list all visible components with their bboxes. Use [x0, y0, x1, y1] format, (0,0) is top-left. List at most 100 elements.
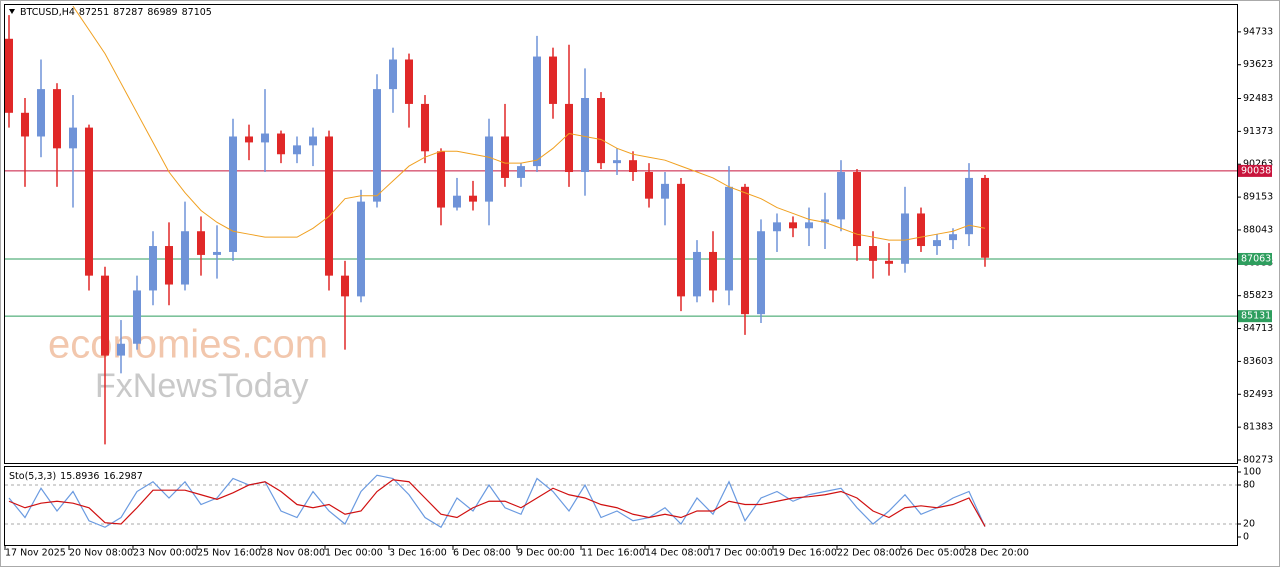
candle-body [469, 195, 477, 202]
y-tick-label: 20 [1243, 519, 1255, 530]
level-label-box [1238, 164, 1272, 177]
candle-body [773, 222, 781, 232]
candle-body [517, 166, 525, 178]
candle-body [5, 38, 13, 113]
y-tick-label: 81383 [1243, 422, 1273, 433]
x-tick-label: 11 Dec 16:00 [581, 548, 645, 559]
symbol: Sto(5,3,3) [9, 471, 56, 482]
candle-body [37, 89, 45, 137]
candle-body [581, 97, 589, 173]
candle-body [53, 89, 61, 149]
candle-body [277, 133, 285, 155]
candle-body [693, 251, 701, 297]
candle-body [309, 136, 317, 146]
candle-body [725, 186, 733, 291]
candle-body [229, 136, 237, 252]
candle-body [389, 59, 397, 90]
y-tick-label: 84713 [1243, 323, 1273, 334]
candle-body [965, 177, 973, 235]
x-tick-label: 9 Dec 00:00 [517, 548, 575, 559]
candle-body [789, 222, 797, 229]
candle-body [405, 59, 413, 104]
title-value: 87251 [79, 7, 109, 18]
candle-body [245, 136, 253, 143]
symbol: BTCUSD,H4 [20, 7, 75, 18]
title-value: 16.2987 [103, 471, 142, 482]
x-tick-label: 28 Dec 20:00 [965, 548, 1029, 559]
y-tick-label: 80273 [1243, 455, 1273, 466]
candle-body [837, 172, 845, 220]
level-label: 87063 [1241, 253, 1271, 264]
candle-body [677, 183, 685, 297]
x-tick-label: 19 Dec 16:00 [773, 548, 837, 559]
candle-body [325, 136, 333, 276]
stoch-panel [4, 466, 1238, 546]
level-label-box [1238, 252, 1272, 265]
x-tick-label: 17 Dec 00:00 [709, 548, 773, 559]
candle-body [981, 177, 989, 258]
x-tick-label: 25 Nov 16:00 [197, 548, 261, 559]
candle-body [629, 160, 637, 173]
candle-body [757, 231, 765, 315]
candle-body [485, 136, 493, 202]
candle-body [533, 56, 541, 167]
level-label: 85131 [1241, 311, 1271, 322]
candle-body [133, 290, 141, 344]
candle-body [549, 56, 557, 104]
x-tick-label: 20 Nov 08:00 [69, 548, 133, 559]
candle-body [709, 251, 717, 291]
candle-body [613, 160, 621, 164]
candle-body [69, 127, 77, 149]
candle-body [597, 97, 605, 164]
candle-body [741, 186, 749, 315]
watermark: economies.com [48, 323, 328, 367]
panel-title: BTCUSD,H4 87251 87287 86989 87105 [20, 7, 212, 18]
panel-title: Sto(5,3,3) 15.8936 16.2987 [9, 471, 143, 482]
candle-body [645, 172, 653, 199]
candle-body [165, 246, 173, 285]
watermark: FxNewsToday [95, 367, 309, 405]
candle-body [213, 251, 221, 255]
y-tick-label: 80 [1243, 480, 1255, 491]
moving-average [72, 5, 986, 241]
candle-body [565, 103, 573, 173]
candle-body [501, 136, 509, 178]
candle-body [421, 103, 429, 152]
x-tick-label: 14 Dec 08:00 [645, 548, 709, 559]
candle-body [21, 112, 29, 137]
candle-body [949, 234, 957, 241]
level-label: 90038 [1241, 165, 1271, 176]
candle-body [933, 240, 941, 247]
price-panel [4, 4, 1238, 464]
y-tick-label: 88043 [1243, 224, 1273, 235]
candle-body [661, 183, 669, 199]
y-tick-label: 89153 [1243, 192, 1273, 203]
title-value: 86989 [147, 7, 177, 18]
y-tick-label: 85823 [1243, 290, 1273, 301]
candle-body [853, 172, 861, 247]
candle-body [805, 222, 813, 229]
candle-body [373, 89, 381, 202]
y-tick-label: 90263 [1243, 159, 1273, 170]
x-tick-label: 23 Nov 00:00 [133, 548, 197, 559]
title-value: 87105 [182, 7, 212, 18]
y-tick-label: 0 [1243, 532, 1249, 543]
candle-body [917, 213, 925, 247]
candle-body [181, 231, 189, 285]
candle-body [869, 246, 877, 261]
y-tick-label: 83603 [1243, 356, 1273, 367]
candle-body [341, 275, 349, 297]
x-tick-label: 6 Dec 08:00 [453, 548, 511, 559]
y-tick-label: 94733 [1243, 26, 1273, 37]
candle-body [85, 127, 93, 276]
candle-body [117, 343, 125, 356]
menu-arrow[interactable] [9, 9, 15, 14]
candle-body [149, 246, 157, 291]
candle-body [261, 133, 269, 143]
title-value: 87287 [113, 7, 143, 18]
stoch-line [8, 479, 986, 527]
candle-body [357, 201, 365, 297]
candle-body [293, 145, 301, 155]
